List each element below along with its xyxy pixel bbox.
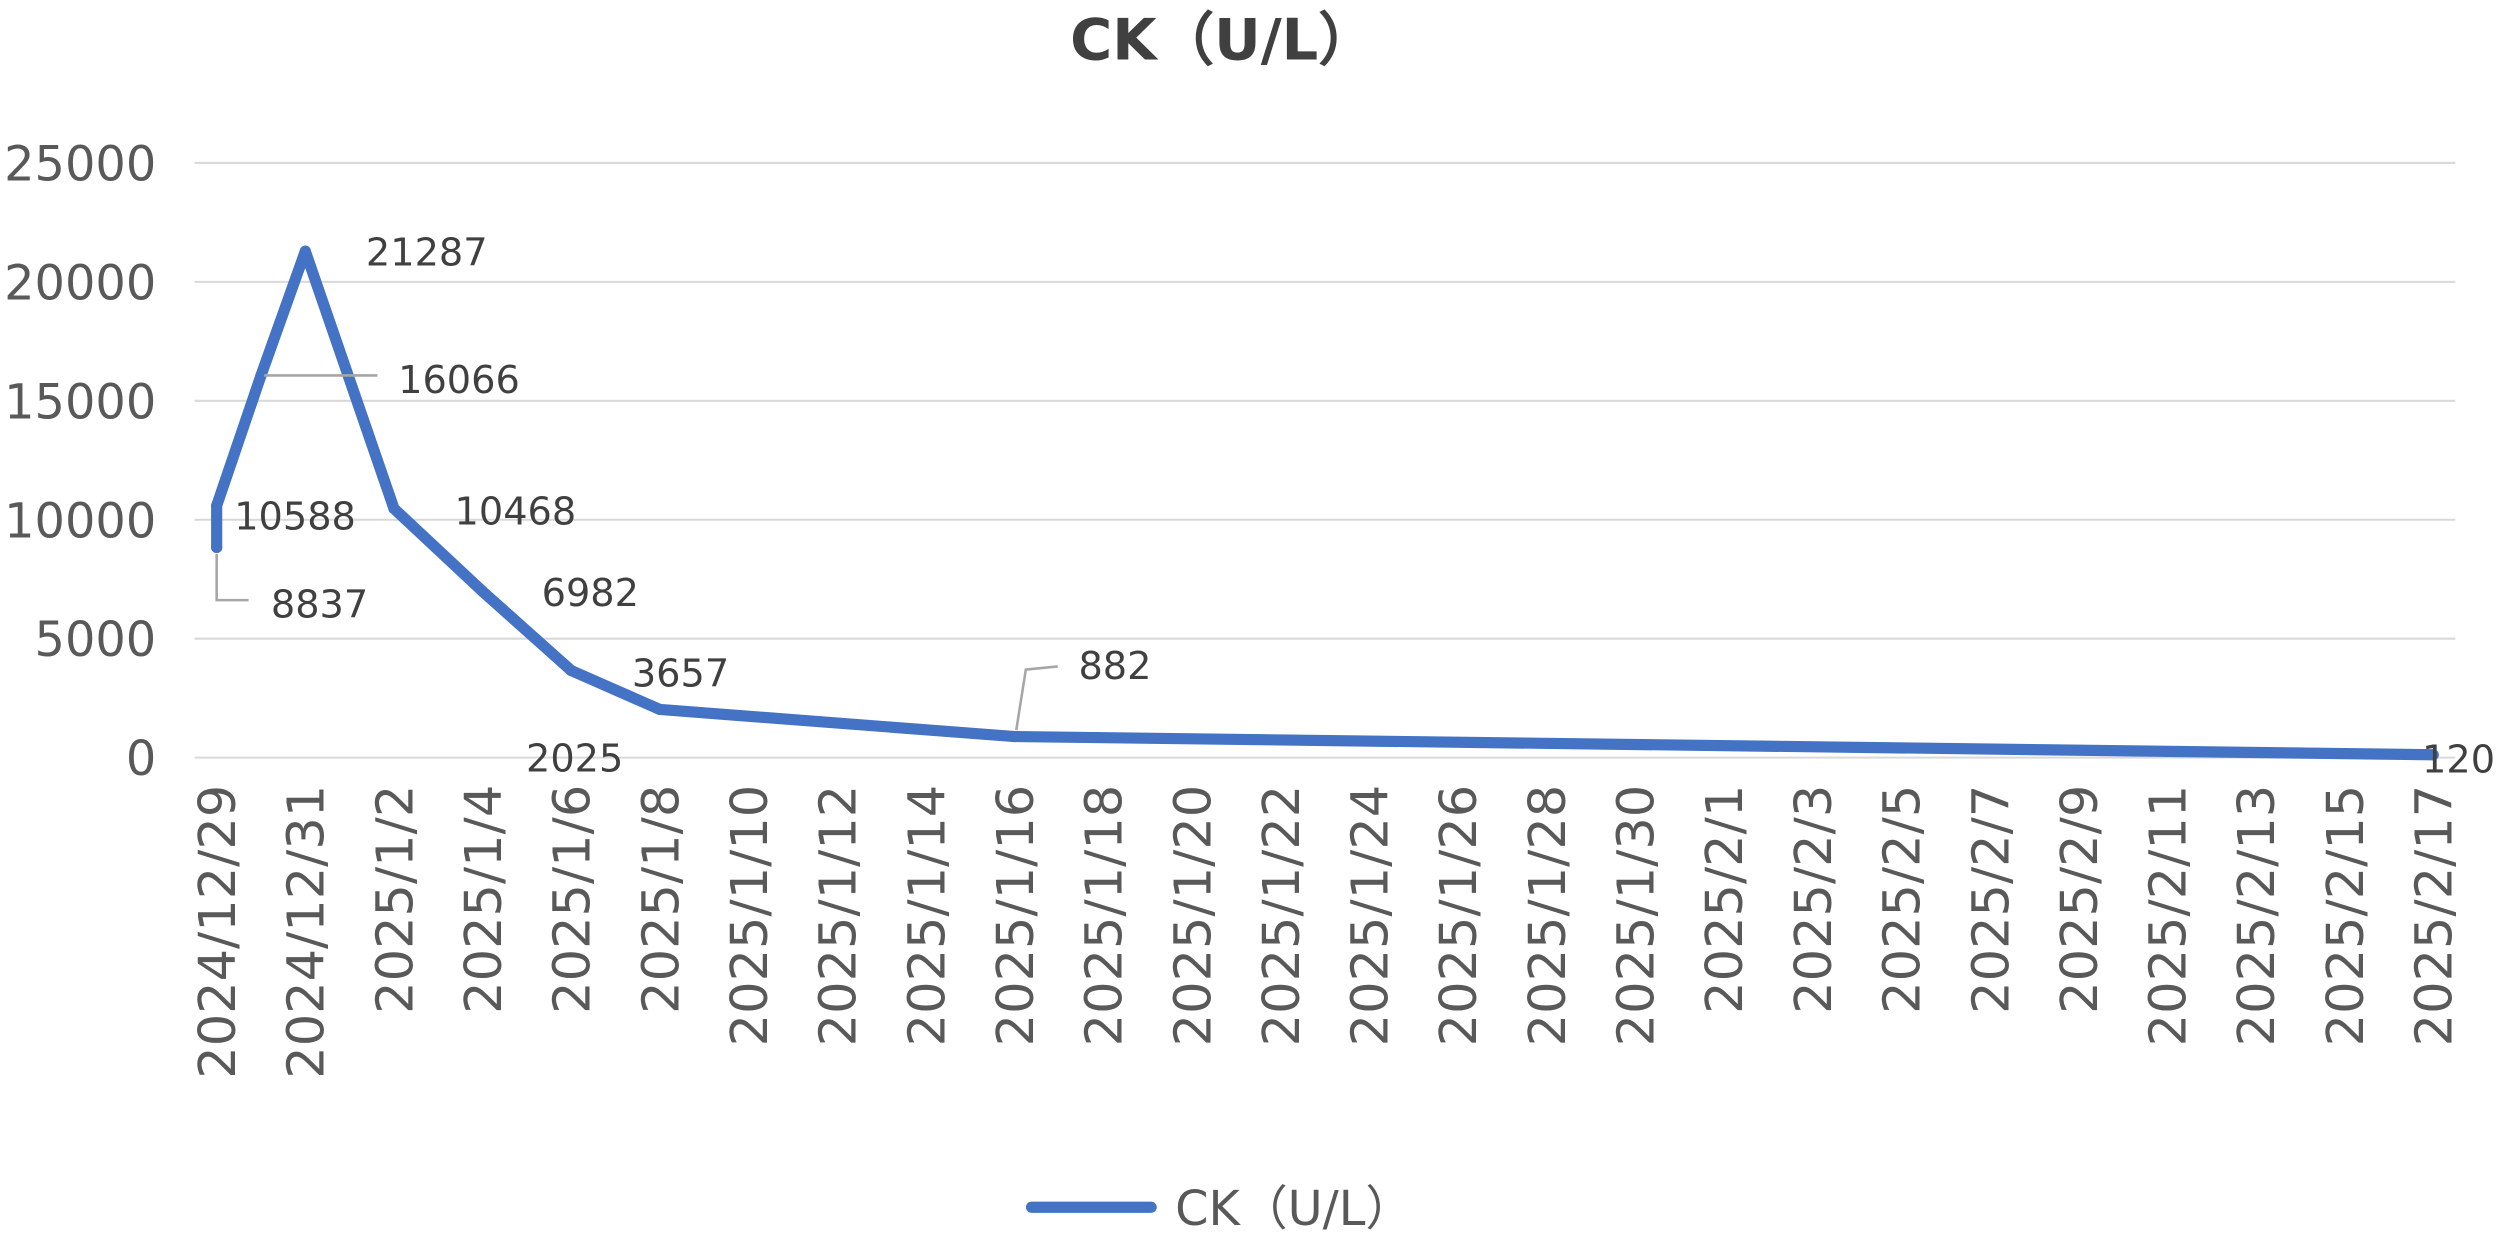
- x-tick-label: 2025/1/12: [810, 785, 869, 1047]
- x-tick-label: 2025/2/11: [2140, 785, 2199, 1047]
- x-tick-label: 2025/1/24: [1342, 785, 1401, 1047]
- chart-title: CK（U/L）: [1070, 6, 1375, 73]
- legend: CK（U/L）: [1025, 1182, 1413, 1237]
- legend-label: CK（U/L）: [1175, 1182, 1413, 1237]
- data-points: [211, 245, 2439, 761]
- x-tick-label: 2024/12/29: [189, 785, 248, 1079]
- data-label: 6982: [542, 571, 639, 616]
- y-tick-label: 25000: [4, 137, 156, 192]
- x-tick-label: 2025/2/9: [2051, 785, 2110, 1014]
- y-tick-label: 0: [126, 732, 156, 787]
- y-tick-label: 10000: [4, 494, 156, 549]
- x-tick-label: 2025/1/20: [1164, 785, 1223, 1047]
- x-tick-label: 2025/1/4: [455, 785, 514, 1014]
- x-tick-label: 2025/1/22: [1253, 785, 1312, 1047]
- data-point: [211, 541, 223, 554]
- data-label: 21287: [366, 231, 488, 276]
- data-point: [2427, 749, 2439, 761]
- x-tick-label: 2025/1/10: [721, 785, 780, 1047]
- x-tick-label: 2025/1/28: [1519, 785, 1578, 1047]
- x-tick-label: 2025/2/13: [2228, 785, 2287, 1047]
- leader-line: [1015, 665, 1058, 731]
- data-point: [388, 502, 400, 515]
- y-tick-label: 20000: [4, 256, 156, 311]
- data-point: [211, 500, 223, 512]
- x-tick-label: 2025/1/26: [1430, 785, 1489, 1047]
- x-tick-label: 2025/2/1: [1696, 785, 1755, 1014]
- x-tick-label: 2025/1/18: [1076, 785, 1135, 1047]
- data-label: 10588: [234, 495, 356, 540]
- data-label-leader-lines: [215, 374, 1058, 731]
- gridlines: [194, 161, 2456, 759]
- data-label: 882: [1078, 644, 1151, 689]
- data-point: [477, 585, 489, 598]
- x-tick-label: 2025/1/6: [544, 785, 603, 1014]
- data-label: 8837: [271, 583, 368, 628]
- x-axis: 2024/12/29 2024/12/31 2025/1/2 2025/1/4 2025…: [189, 785, 2465, 1079]
- x-tick-label: 2025/1/16: [987, 785, 1046, 1047]
- data-label: 120: [2422, 737, 2495, 782]
- data-label: 3657: [632, 652, 729, 697]
- data-label: 16066: [398, 358, 520, 403]
- data-point: [255, 369, 267, 382]
- y-tick-label: 5000: [35, 613, 157, 668]
- leader-line: [215, 553, 249, 602]
- y-tick-label: 15000: [4, 375, 156, 430]
- x-tick-label: 2025/2/3: [1785, 785, 1844, 1014]
- x-tick-label: 2025/1/8: [632, 785, 691, 1014]
- data-point: [654, 703, 666, 716]
- x-tick-label: 2025/2/17: [2406, 785, 2465, 1047]
- data-label: 2025: [526, 737, 623, 782]
- data-point: [299, 245, 311, 257]
- series-line-ck: [211, 245, 2439, 761]
- data-point: [1009, 730, 1021, 743]
- x-tick-label: 2025/1/2: [366, 785, 425, 1014]
- x-tick-label: 2025/2/5: [1874, 785, 1933, 1014]
- data-label: 10468: [455, 490, 577, 535]
- y-axis: 0 5000 10000 15000 20000 25000: [4, 137, 156, 787]
- data-point: [565, 664, 577, 677]
- x-tick-label: 2025/2/7: [1962, 785, 2021, 1014]
- x-tick-label: 2025/2/15: [2317, 785, 2376, 1047]
- x-tick-label: 2024/12/31: [278, 785, 337, 1079]
- x-tick-label: 2025/1/14: [898, 785, 957, 1047]
- x-tick-label: 2025/1/30: [1608, 785, 1667, 1047]
